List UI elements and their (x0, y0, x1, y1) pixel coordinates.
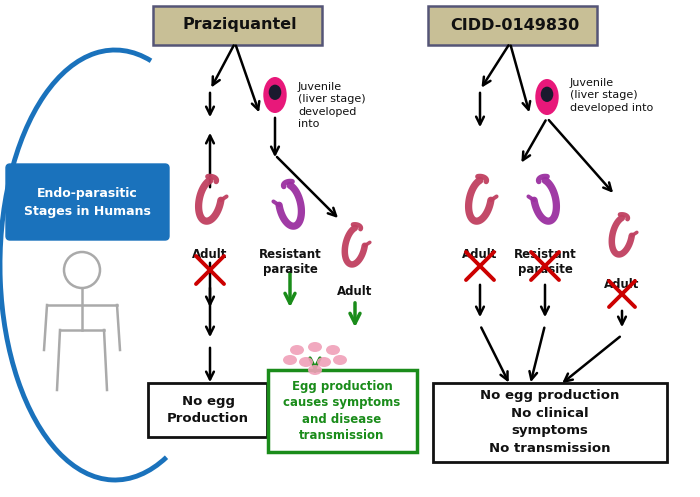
Text: Resistant
parasite: Resistant parasite (514, 248, 576, 276)
Ellipse shape (308, 342, 322, 352)
Text: CIDD-0149830: CIDD-0149830 (450, 17, 580, 32)
Text: Adult: Adult (462, 248, 498, 261)
Text: No egg
Production: No egg Production (167, 395, 249, 425)
Ellipse shape (269, 84, 281, 100)
FancyBboxPatch shape (428, 6, 597, 45)
Text: Juvenile
(liver stage)
developed into: Juvenile (liver stage) developed into (570, 78, 653, 113)
FancyBboxPatch shape (153, 6, 322, 45)
Ellipse shape (540, 86, 553, 102)
Ellipse shape (333, 355, 347, 365)
Text: Egg production
causes symptoms
and disease
transmission: Egg production causes symptoms and disea… (284, 380, 400, 442)
Ellipse shape (326, 345, 340, 355)
Text: Juvenile
(liver stage)
developed
into: Juvenile (liver stage) developed into (298, 82, 365, 129)
Ellipse shape (308, 365, 322, 375)
Text: Adult: Adult (337, 285, 372, 298)
FancyBboxPatch shape (268, 370, 417, 452)
Ellipse shape (317, 357, 331, 367)
FancyBboxPatch shape (6, 164, 169, 240)
Ellipse shape (283, 355, 297, 365)
Ellipse shape (536, 79, 559, 115)
Text: Resistant
parasite: Resistant parasite (258, 248, 321, 276)
Text: Endo-parasitic
Stages in Humans: Endo-parasitic Stages in Humans (24, 186, 150, 218)
Ellipse shape (290, 345, 304, 355)
Text: Adult: Adult (604, 278, 640, 291)
Ellipse shape (263, 77, 287, 113)
Text: No egg production
No clinical
symptoms
No transmission: No egg production No clinical symptoms N… (480, 389, 620, 455)
Ellipse shape (299, 357, 313, 367)
Text: Praziquantel: Praziquantel (183, 17, 298, 32)
FancyBboxPatch shape (148, 383, 267, 437)
FancyBboxPatch shape (433, 383, 667, 462)
Text: Adult: Adult (193, 248, 228, 261)
